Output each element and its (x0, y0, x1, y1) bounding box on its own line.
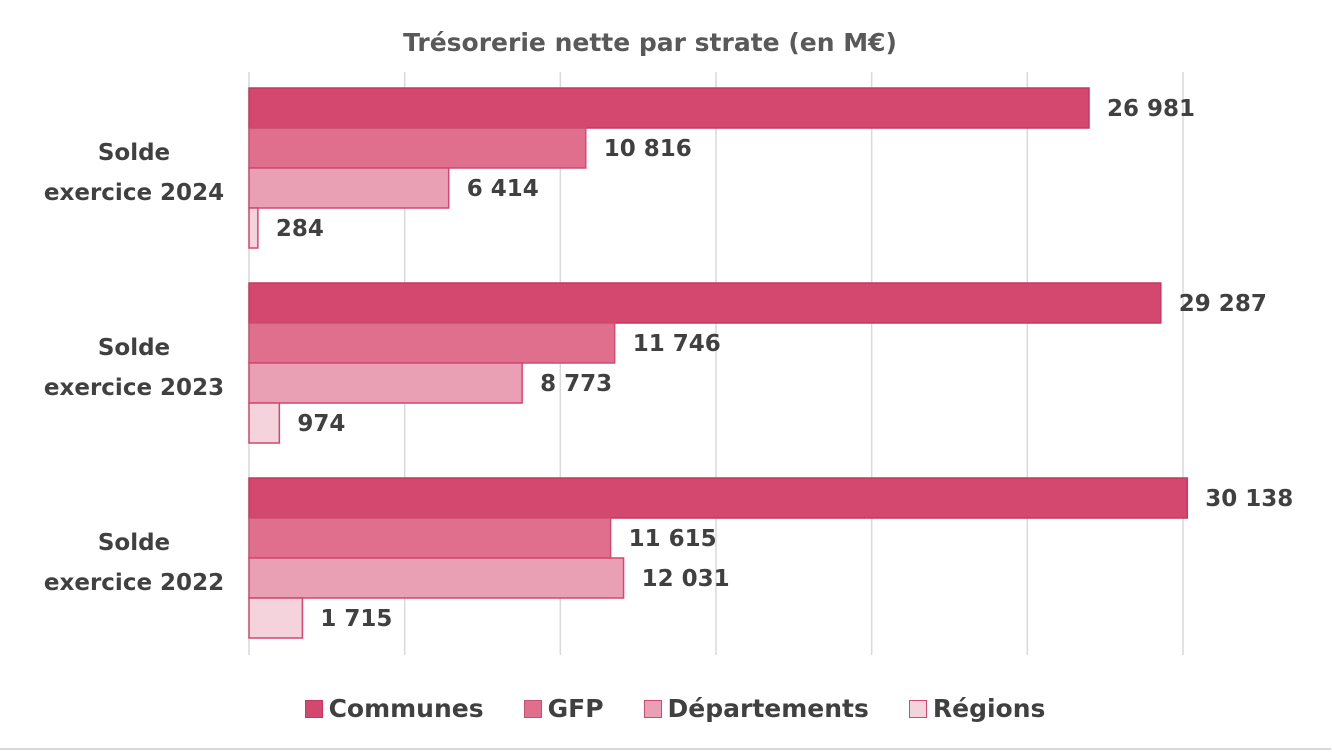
chart-title: Trésorerie nette par strate (en M€) (403, 28, 897, 57)
bar-communes-2 (248, 477, 1189, 519)
bar-communes-1 (248, 282, 1162, 324)
data-label: 10 816 (604, 136, 692, 162)
bar-gfp-2 (248, 517, 612, 559)
legend-label-regions: Régions (932, 694, 1046, 723)
bar-gfp-1 (248, 322, 616, 364)
bar-dpartements-0 (248, 167, 450, 209)
data-label: 30 138 (1205, 486, 1293, 512)
data-label: 284 (276, 216, 324, 242)
legend-swatch-gfp (523, 699, 542, 718)
bar-rgions-2 (248, 597, 304, 639)
data-label: 11 615 (629, 526, 717, 552)
legend-swatch-regions (908, 699, 927, 718)
legend-label-communes: Communes (328, 694, 484, 723)
data-label: 974 (297, 411, 345, 437)
legend-swatch-departements (643, 699, 662, 718)
bar-rgions-0 (248, 207, 259, 249)
data-label: 1 715 (320, 606, 392, 632)
legend-label-gfp: GFP (547, 694, 604, 723)
bar-dpartements-2 (248, 557, 625, 599)
bar-dpartements-1 (248, 362, 523, 404)
legend-item-communes[interactable]: Communes (304, 694, 484, 723)
category-label: Solde (98, 530, 170, 556)
chart-legend: Communes GFP Départements Régions (0, 694, 1332, 723)
category-label: exercice 2022 (44, 570, 224, 596)
legend-swatch-communes (304, 699, 323, 718)
legend-item-departements[interactable]: Départements (643, 694, 869, 723)
data-label: 12 031 (642, 566, 730, 592)
category-label: Solde (98, 335, 170, 361)
data-label: 26 981 (1107, 96, 1195, 122)
bar-chart: 26 981 10 816 6 414 284 Solde exercice 2024 29… (44, 72, 1293, 655)
data-label: 29 287 (1179, 291, 1267, 317)
bar-communes-0 (248, 87, 1090, 129)
legend-item-gfp[interactable]: GFP (523, 694, 604, 723)
bar-rgions-1 (248, 402, 281, 444)
data-label: 8 773 (540, 371, 612, 397)
legend-item-regions[interactable]: Régions (908, 694, 1046, 723)
bar-gfp-0 (248, 127, 587, 169)
category-label: exercice 2023 (44, 375, 224, 401)
data-label: 6 414 (467, 176, 539, 202)
legend-label-departements: Départements (667, 694, 869, 723)
category-label: exercice 2024 (44, 180, 224, 206)
data-label: 11 746 (633, 331, 721, 357)
category-label: Solde (98, 140, 170, 166)
